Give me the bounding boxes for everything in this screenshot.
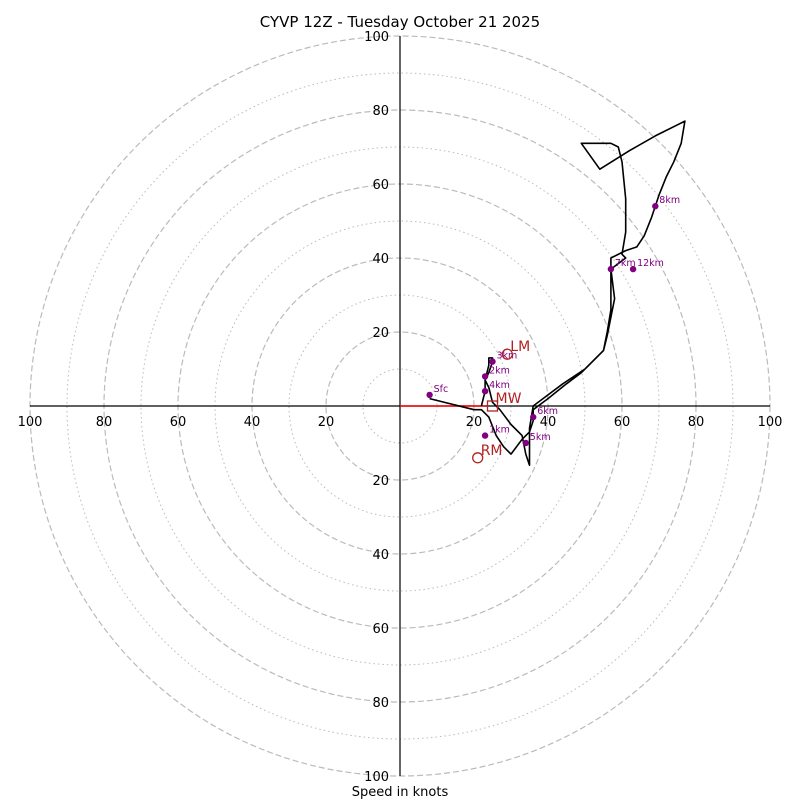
storm-motion-marker: [472, 452, 484, 464]
height-marker-label: 4km: [489, 380, 510, 391]
height-marker-label: 2km: [489, 365, 510, 376]
hodograph-trace: [429, 120, 686, 467]
chart-title: CYVP 12Z - Tuesday October 21 2025: [260, 13, 540, 31]
y-tick-label: 60: [372, 622, 389, 637]
y-tick-label: 100: [364, 770, 389, 785]
hodograph-trace-group: [429, 120, 686, 467]
y-tick-label: 80: [372, 696, 389, 711]
x-tick-label: 100: [758, 415, 783, 430]
height-marker-label: 7km: [615, 258, 636, 269]
tick-labels: 100 80 60 40 20 20 40 60 80 100 100 80 60 40 20 20 40 60 8…: [18, 30, 783, 785]
height-markers: Sfc 1km 2km 3km 4km 5km 6km 7km 8km 12km: [426, 195, 680, 447]
height-marker-label: 3km: [497, 351, 518, 362]
storm-motion-label: LM: [510, 339, 530, 355]
x-tick-label: 60: [614, 415, 631, 430]
height-marker-label: 5km: [530, 432, 551, 443]
height-marker-dot: [489, 358, 496, 365]
x-tick-label: 60: [170, 415, 187, 430]
height-marker-dot: [481, 388, 489, 395]
x-tick-label: 20: [318, 415, 335, 430]
storm-motion-markers: LM MW RM: [472, 339, 530, 464]
height-marker-label: 8km: [659, 195, 680, 206]
x-tick-label: 80: [96, 415, 113, 430]
x-axis-label: Speed in knots: [352, 785, 449, 800]
height-marker-dot: [481, 432, 489, 439]
y-tick-label: 40: [372, 252, 389, 267]
x-tick-label: 80: [688, 415, 705, 430]
storm-motion-label: MW: [496, 391, 522, 407]
height-marker-dot: [426, 391, 433, 399]
height-marker-dot: [652, 203, 659, 210]
height-marker-label: Sfc: [434, 384, 449, 395]
x-tick-label: 40: [540, 415, 557, 430]
y-tick-label: 60: [372, 178, 389, 193]
storm-motion-marker: [501, 348, 513, 360]
y-tick-label: 100: [364, 30, 389, 45]
height-marker-dot: [481, 373, 489, 380]
storm-motion-marker: [486, 400, 499, 412]
height-marker-dot: [629, 265, 637, 273]
height-marker-dot: [522, 439, 529, 447]
x-tick-label: 40: [244, 415, 261, 430]
y-tick-label: 80: [372, 104, 389, 119]
y-tick-label: 40: [372, 548, 389, 563]
height-marker-dot: [607, 265, 615, 273]
height-marker-label: 6km: [537, 406, 558, 417]
height-marker-label: 1km: [489, 425, 510, 436]
x-tick-label: 100: [18, 415, 43, 430]
y-tick-label: 20: [372, 326, 389, 341]
y-tick-label: 20: [372, 474, 389, 489]
x-tick-label: 20: [466, 415, 483, 430]
height-marker-label: 12km: [637, 258, 664, 269]
storm-motion-label: RM: [481, 443, 503, 459]
height-marker-dot: [530, 413, 537, 421]
